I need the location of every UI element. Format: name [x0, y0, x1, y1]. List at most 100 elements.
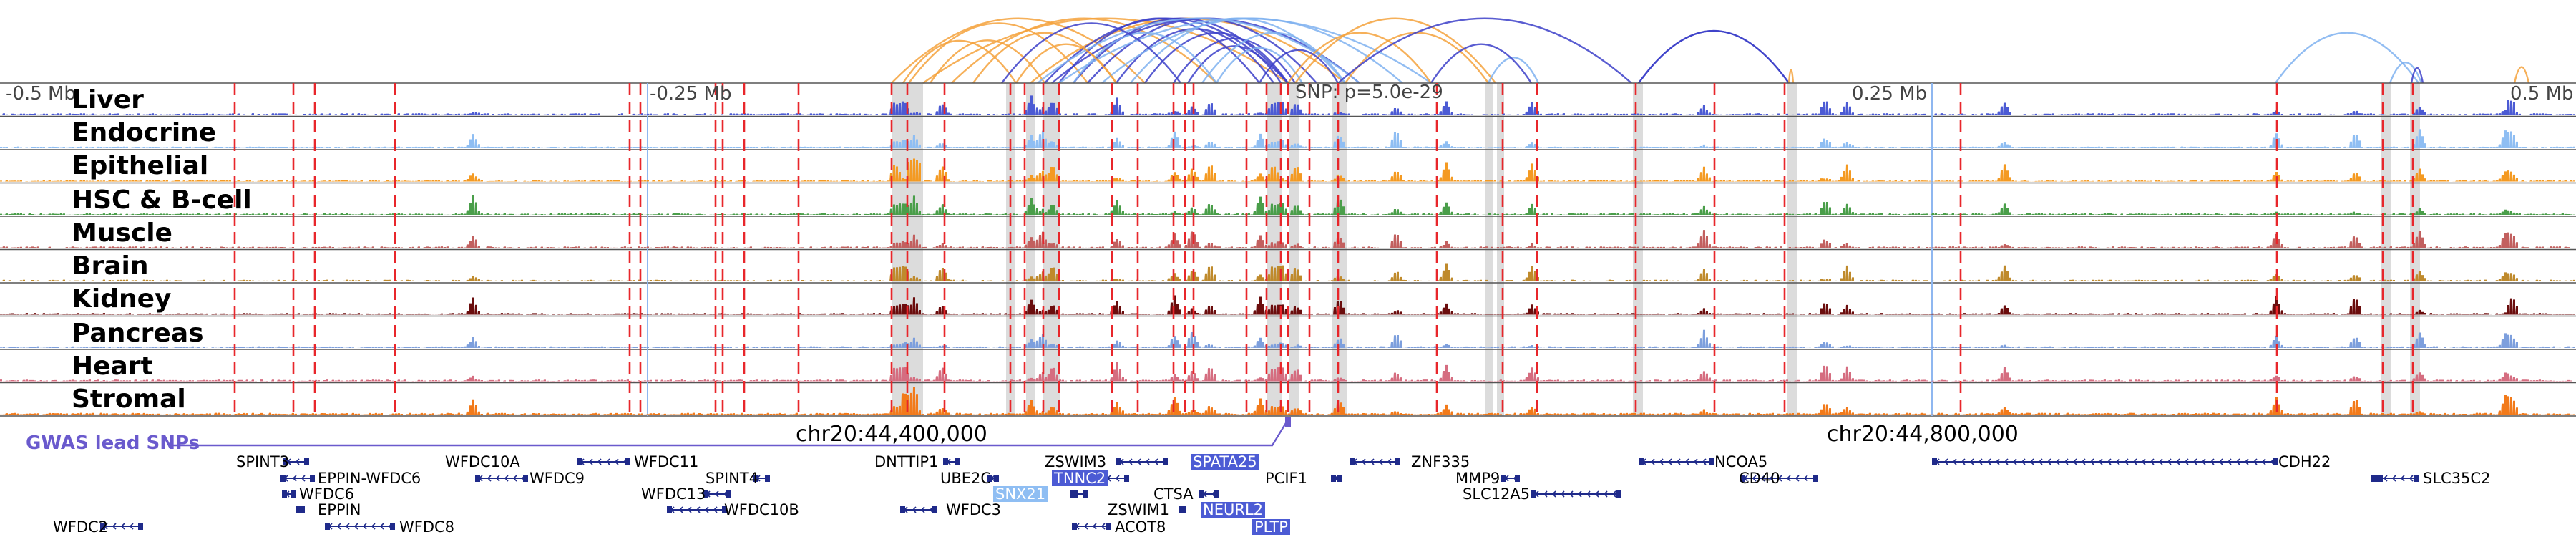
gene-exon [1181, 506, 1186, 513]
strand-arrow [2141, 458, 2146, 465]
strand-arrow [2184, 458, 2189, 465]
chromatin-loop [1258, 49, 1340, 84]
strand-arrow [2107, 458, 2112, 465]
gene-label: EPPIN-WFDC6 [318, 470, 421, 487]
strand-arrow [2115, 458, 2120, 465]
track-label-stromal: Stromal [72, 384, 186, 414]
strand-arrow [129, 523, 134, 530]
gene-exon [390, 523, 395, 530]
chromatin-loop [1787, 69, 1795, 84]
strand-arrow [1083, 523, 1088, 530]
gene-exon [667, 506, 672, 513]
track-label-epithelial: Epithelial [72, 151, 209, 180]
strand-arrow [1693, 458, 1698, 465]
gene-exon [2414, 475, 2419, 482]
chromatin-loop [2513, 66, 2530, 84]
strand-arrow [120, 523, 125, 530]
track-label-pancreas: Pancreas [72, 319, 204, 348]
strand-arrow [1786, 475, 1791, 482]
gwas-lead-snp [1285, 417, 1291, 427]
strand-arrow [2409, 475, 2414, 482]
strand-arrow [678, 506, 683, 513]
gene-label: ACOT8 [1115, 518, 1166, 536]
tick-label: -0.5 Mb [6, 83, 76, 105]
strand-arrow [2235, 458, 2240, 465]
chromatin-loop [930, 39, 1045, 84]
strand-arrow [1650, 458, 1655, 465]
strand-arrow [1676, 458, 1681, 465]
gene-label: WFDC8 [399, 518, 455, 536]
strand-arrow [292, 475, 297, 482]
strand-arrow [2210, 458, 2215, 465]
strand-arrow [2132, 458, 2137, 465]
strand-arrow [2391, 475, 2396, 482]
strand-arrow [1387, 458, 1392, 465]
strand-arrow [1777, 475, 1782, 482]
gene-exon [1813, 475, 1818, 482]
gene-exon [1639, 458, 1644, 465]
chromatin-loop [1101, 17, 1403, 84]
strand-arrow [1952, 458, 1957, 465]
gene-label: ZSWIM3 [1045, 453, 1107, 470]
gene-exon [1163, 458, 1168, 465]
strand-arrow [687, 506, 692, 513]
gene-exon [1616, 490, 1621, 498]
gene-exon [300, 506, 305, 513]
gene-exon [304, 458, 309, 465]
strand-arrow [1128, 458, 1133, 465]
strand-arrow [2089, 458, 2094, 465]
gene-label: WFDC3 [946, 501, 1002, 518]
strand-arrow [1378, 458, 1383, 465]
chromatin-loop [1144, 32, 1289, 84]
gene-label-highlighted: SPATA25 [1191, 454, 1259, 470]
gene-label: WFDC13 [641, 485, 706, 503]
strand-arrow [1961, 458, 1966, 465]
track-label-muscle: Muscle [72, 218, 172, 248]
gene-annotation-track [100, 458, 2419, 530]
gene-exon [625, 458, 630, 465]
gene-exon [1072, 523, 1077, 530]
chromatin-loop [1430, 43, 1533, 84]
gene-label: MMP9 [1455, 470, 1501, 487]
gene-exon [325, 523, 330, 530]
strand-arrow [512, 475, 517, 482]
strand-arrow [504, 475, 509, 482]
gene-label: SPINT3 [236, 453, 290, 470]
strand-arrow [1803, 475, 1808, 482]
chromatin-loop [1287, 32, 1432, 84]
strand-arrow [1667, 458, 1672, 465]
strand-arrow [2167, 458, 2172, 465]
strand-arrow [1795, 475, 1800, 482]
gene-exon [726, 490, 731, 498]
strand-arrow [2124, 458, 2129, 465]
gene-label: UBE2C [940, 470, 992, 487]
chromatin-loop [1058, 17, 1260, 84]
strand-arrow [912, 506, 917, 513]
gene-label: PCIF1 [1265, 470, 1307, 487]
strand-arrow [1684, 458, 1689, 465]
track-label-brain: Brain [72, 251, 149, 281]
track-label-hsc-b-cell: HSC & B-cell [72, 185, 252, 215]
strand-arrow [1145, 458, 1150, 465]
gene-label: SPINT4 [706, 470, 759, 487]
gene-exon [765, 475, 770, 482]
track-label-endocrine: Endocrine [72, 118, 217, 147]
strand-arrow [605, 458, 610, 465]
gene-exon [1531, 490, 1536, 498]
gene-label: WFDC2 [53, 518, 109, 536]
strand-arrow [1092, 523, 1097, 530]
gene-exon [1214, 490, 1219, 498]
strand-arrow [2029, 458, 2034, 465]
gene-exon [1116, 458, 1121, 465]
strand-arrow [1611, 490, 1616, 498]
strand-arrow [1101, 523, 1106, 530]
gene-label: WFDC10B [724, 501, 799, 518]
gene-exon [138, 523, 143, 530]
chromatin-loop [2389, 62, 2423, 84]
gene-exon [1070, 490, 1078, 498]
strand-arrow [1136, 458, 1141, 465]
gene-exon [577, 458, 582, 465]
gene-label: SLC35C2 [2423, 470, 2491, 487]
strand-arrow [696, 506, 701, 513]
gene-label: CD40 [1739, 470, 1780, 487]
